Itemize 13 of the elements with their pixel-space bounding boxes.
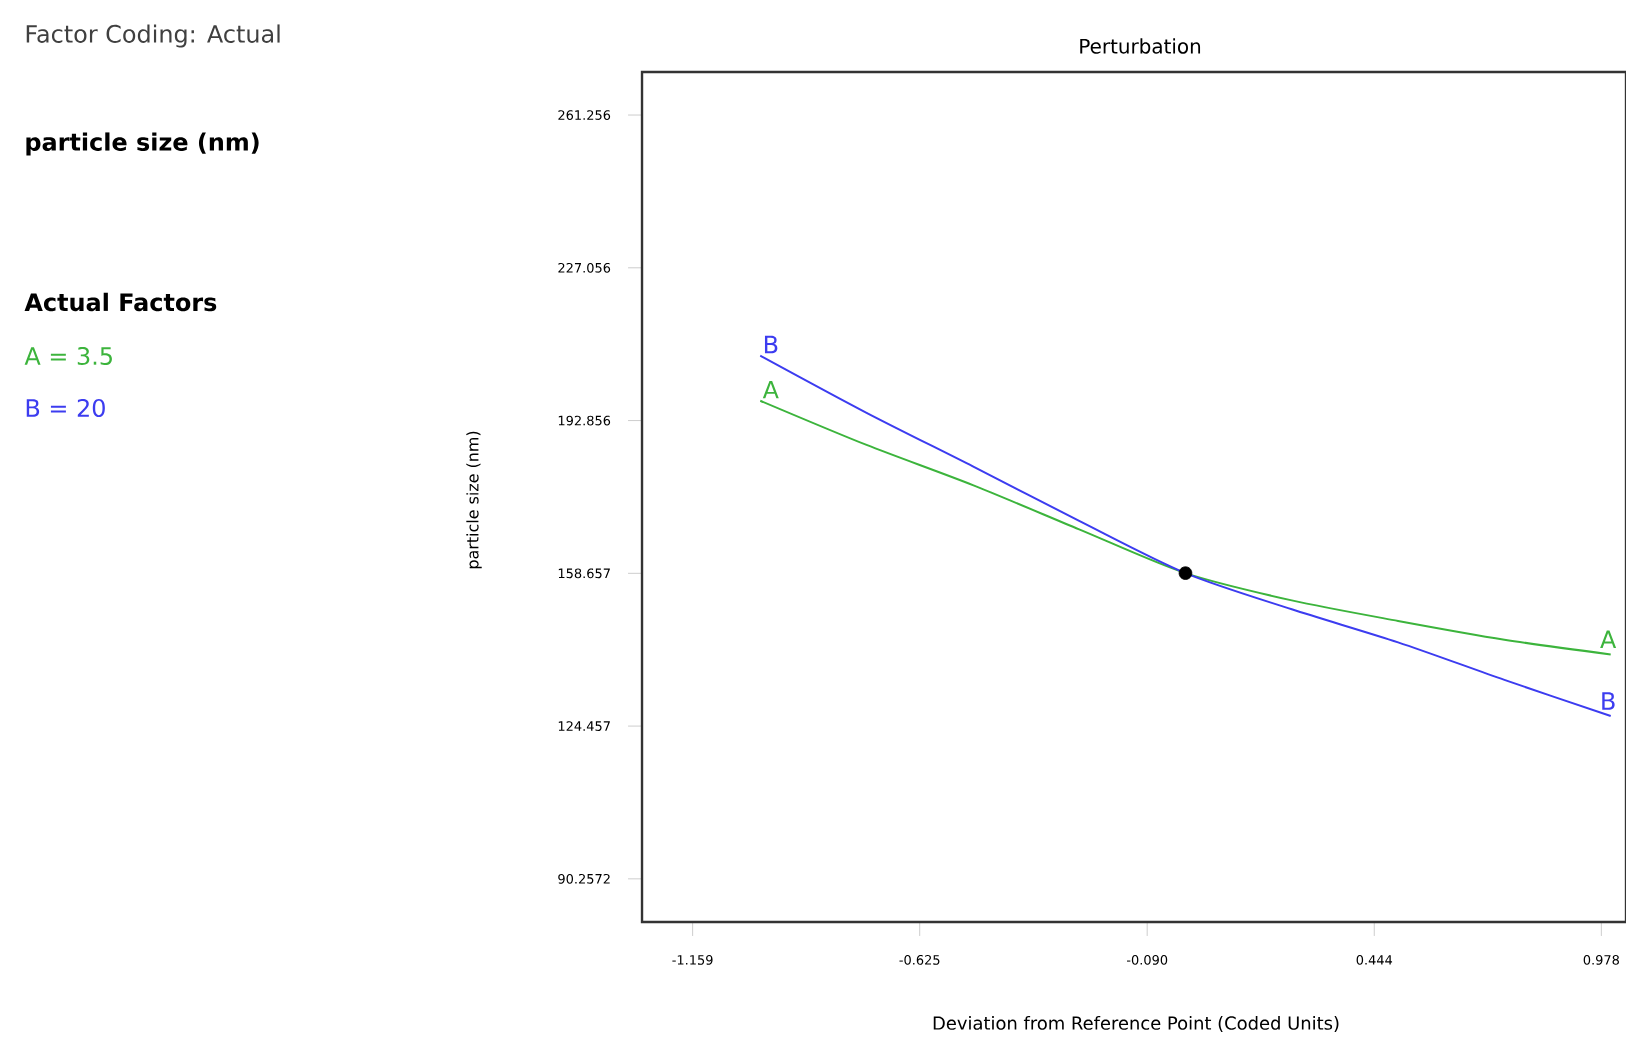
- text: A: [1600, 630, 1617, 649]
- text: B: [764, 335, 778, 354]
- text: particle size (nm): [26, 132, 259, 156]
- text: Factor Coding: Actual: [26, 24, 280, 48]
- text: Actual Factors: [24, 292, 217, 312]
- text: A = 3.5: [24, 346, 112, 366]
- line-series: [759, 399, 1612, 656]
- x-axis-title: Deviation from Reference Point (Coded Units): [933, 1015, 1339, 1032]
- series-label: A: [762, 380, 779, 399]
- series-label: B: [1602, 692, 1615, 710]
- chart-title: Perturbation: [1080, 38, 1201, 54]
- text: B = 20: [26, 398, 105, 418]
- line-series: [759, 354, 1612, 718]
